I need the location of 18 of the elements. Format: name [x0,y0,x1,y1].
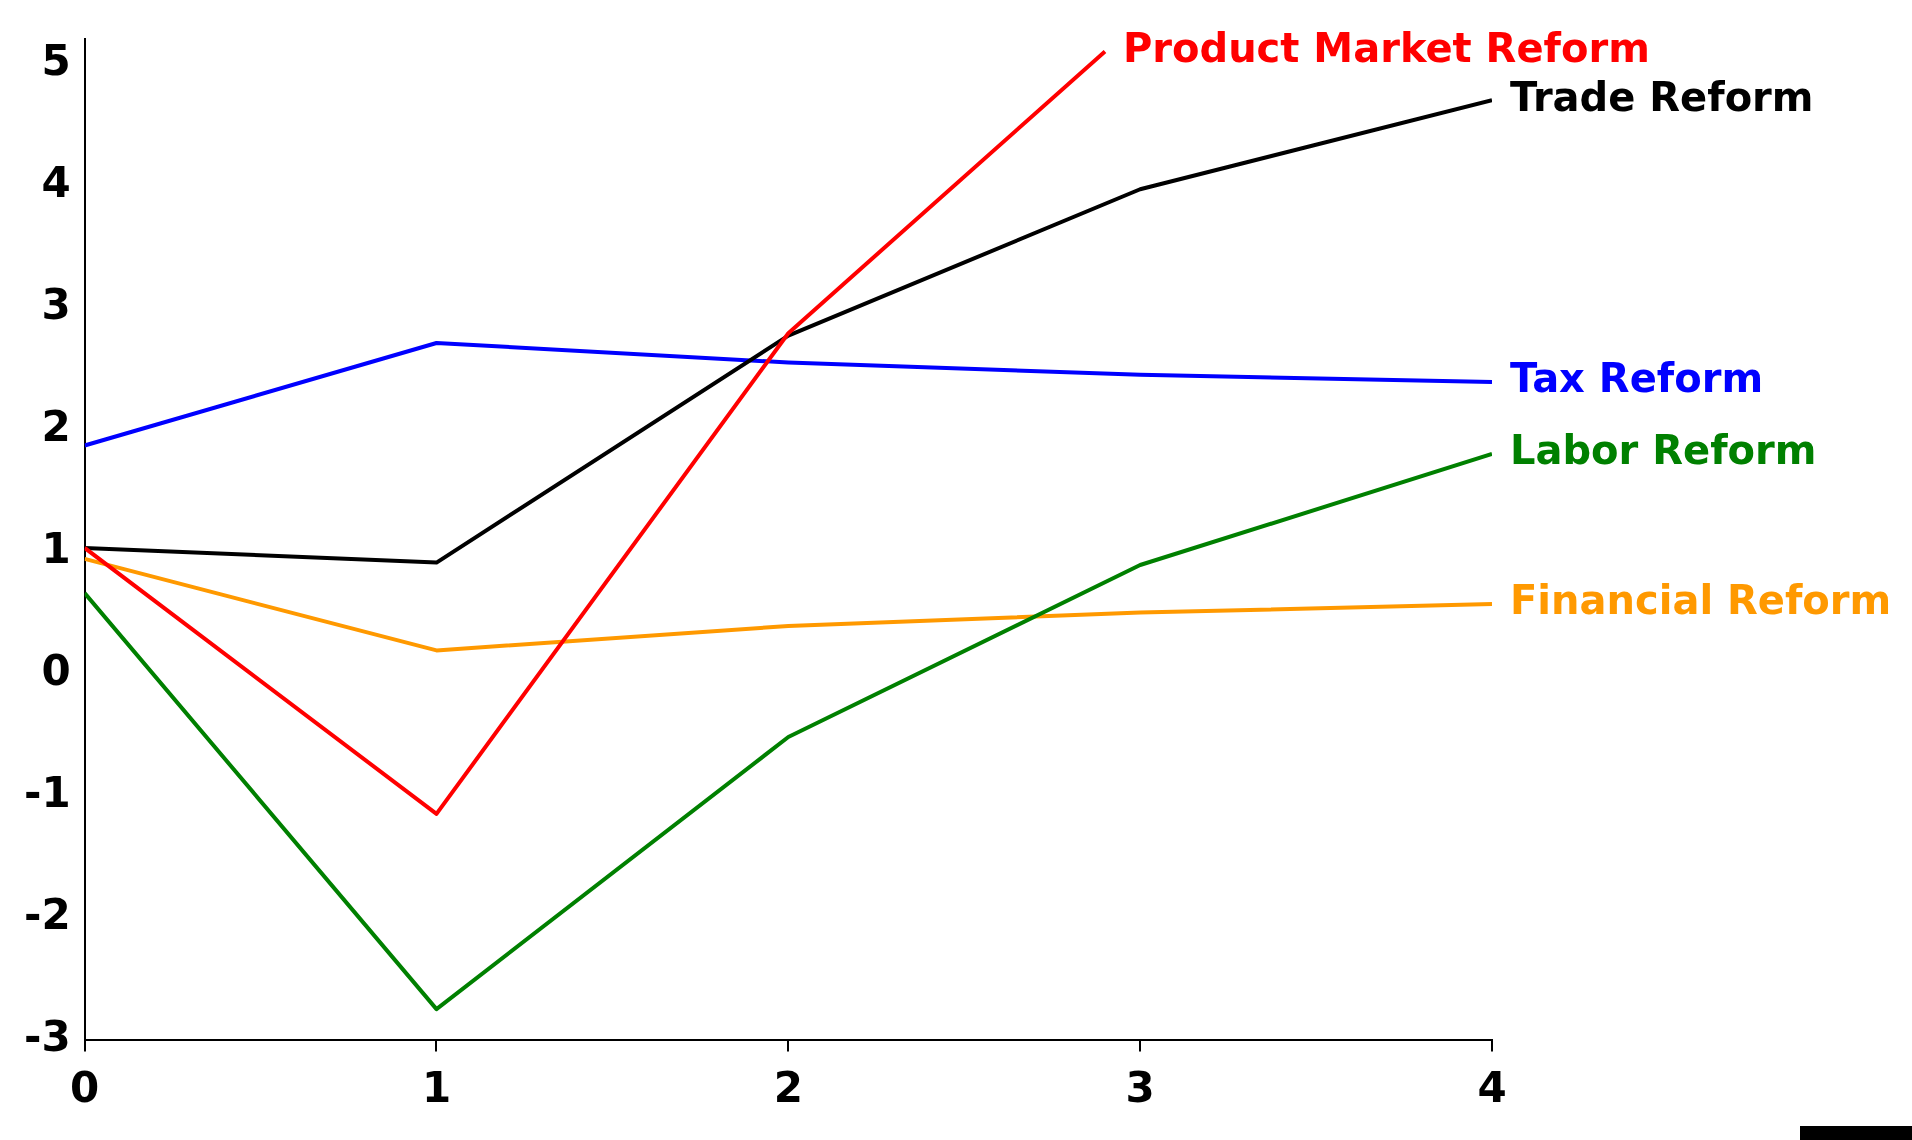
y-tick-label: 4 [41,157,71,207]
x-tick-label: 2 [773,1062,803,1112]
y-tick-label: 5 [41,35,71,85]
series-label: Trade Reform [1510,73,1814,120]
x-tick-label: 4 [1477,1062,1507,1112]
y-tick-label: 0 [41,645,71,695]
y-tick-label: 2 [41,401,71,451]
x-tick-label: 3 [1125,1062,1155,1112]
y-tick-label: 1 [41,523,71,573]
x-tick-label: 1 [421,1062,452,1112]
series-label: Labor Reform [1510,427,1817,474]
series-label: Tax Reform [1510,355,1764,402]
y-tick-label: -2 [24,889,71,939]
y-tick-label: -3 [24,1011,71,1061]
series-label: Financial Reform [1510,577,1892,624]
y-tick-label: 3 [41,279,71,329]
y-tick-label: -1 [24,767,71,817]
series-label: Product Market Reform [1122,24,1650,71]
